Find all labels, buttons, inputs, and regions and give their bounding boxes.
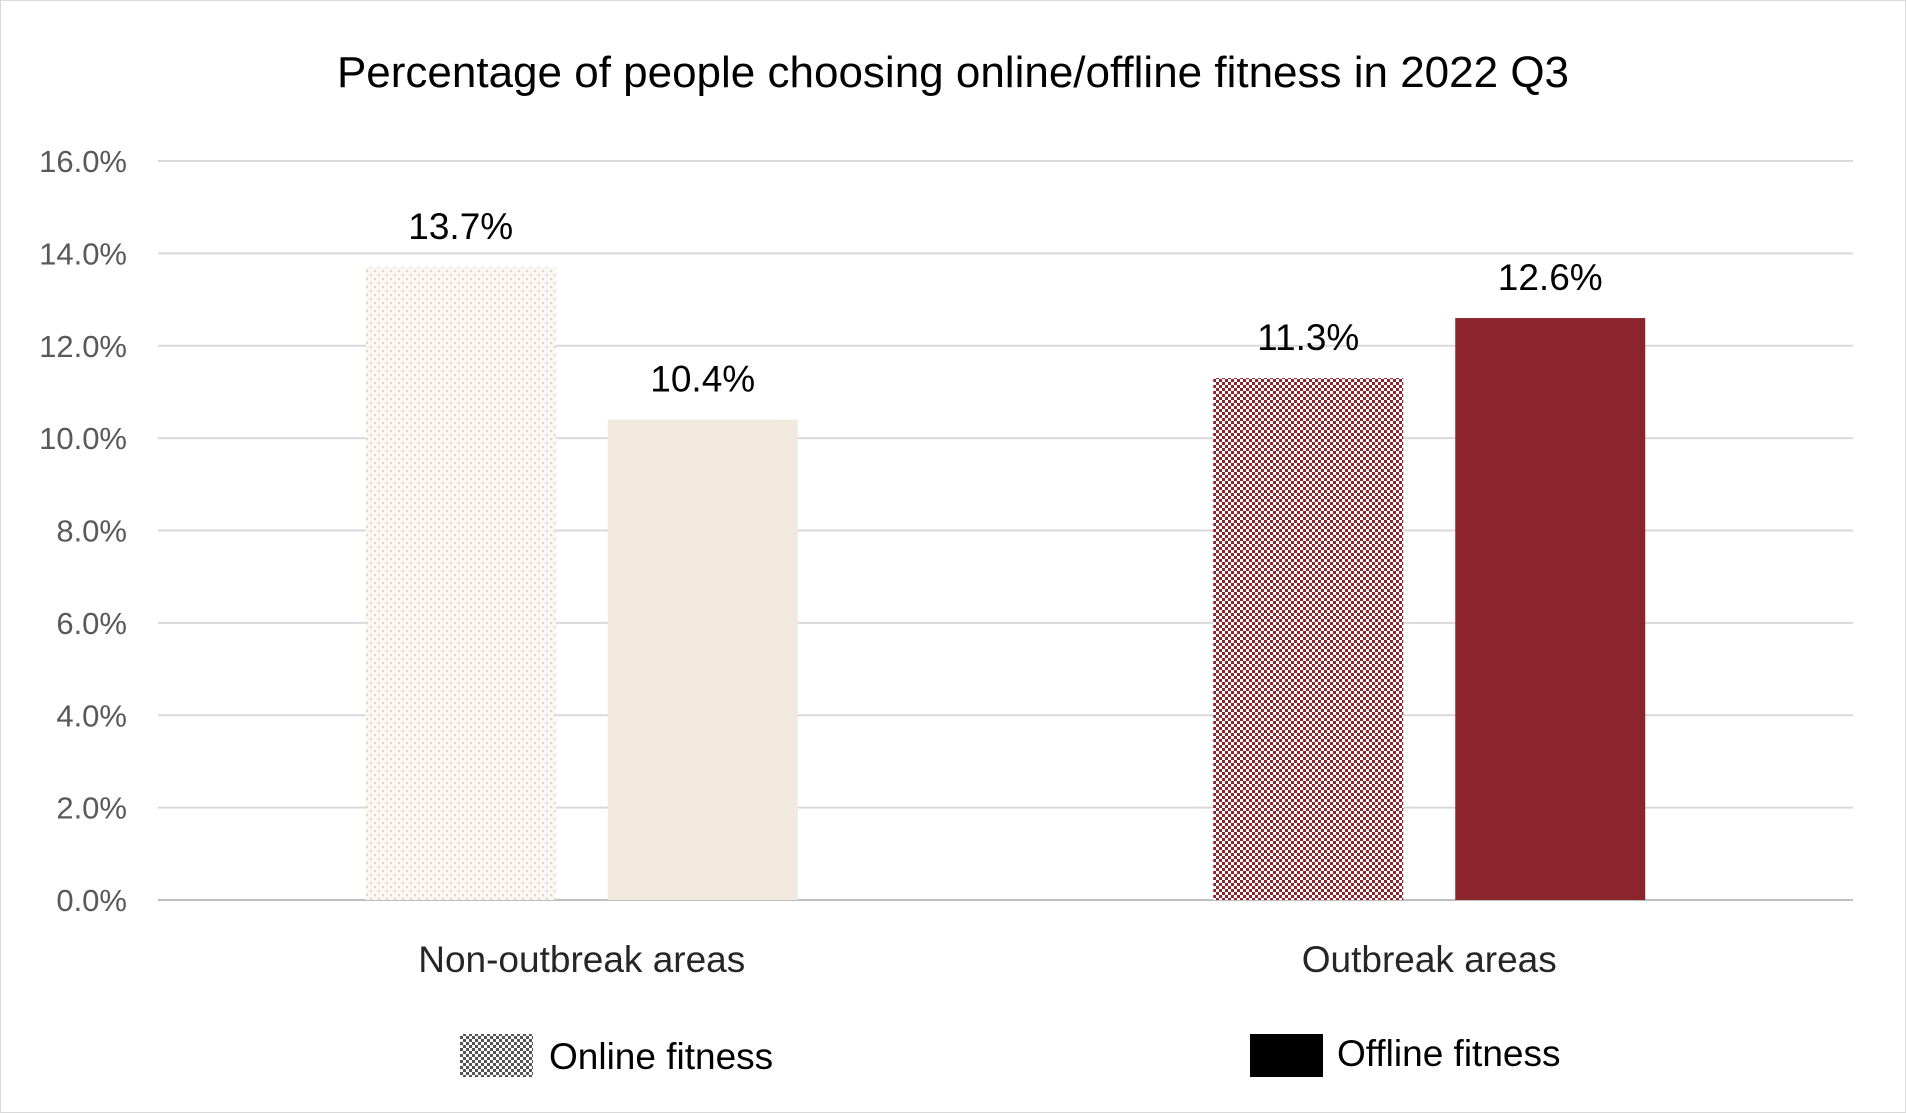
data-label: 11.3% [1257,317,1359,358]
legend: Online fitness Offline fitness [460,1033,1560,1077]
data-labels: 13.7% 10.4% 11.3% 12.6% [408,206,1602,399]
chart-title: Percentage of people choosing online/off… [337,48,1569,97]
bars [365,267,1646,901]
y-tick-label: 2.0% [56,791,127,826]
legend-label-offline: Offline fitness [1337,1033,1560,1074]
bar-offline-non-outbreak [607,419,798,900]
y-tick-label: 0.0% [56,883,127,918]
bar-online-non-outbreak [365,267,556,900]
x-axis-categories: Non-outbreak areas Outbreak areas [418,939,1557,980]
data-label: 10.4% [650,359,755,400]
legend-label-online: Online fitness [549,1036,773,1077]
y-tick-label: 4.0% [56,698,127,733]
legend-swatch-online [460,1034,533,1077]
y-tick-label: 6.0% [56,606,127,641]
legend-swatch-offline [1250,1034,1323,1077]
data-label: 13.7% [408,206,513,247]
y-tick-label: 16.0% [39,144,127,179]
y-axis-ticks: 0.0% 2.0% 4.0% 6.0% 8.0% 10.0% 12.0% 14.0% 16.0% [39,144,127,918]
y-tick-label: 8.0% [56,514,127,549]
x-category-label: Outbreak areas [1302,939,1557,980]
y-tick-label: 12.0% [39,329,127,364]
data-label: 12.6% [1498,257,1603,298]
y-tick-label: 10.0% [39,421,127,456]
y-tick-label: 14.0% [39,236,127,271]
bar-offline-outbreak [1455,318,1646,901]
x-category-label: Non-outbreak areas [418,939,745,980]
bar-online-outbreak [1213,378,1404,900]
